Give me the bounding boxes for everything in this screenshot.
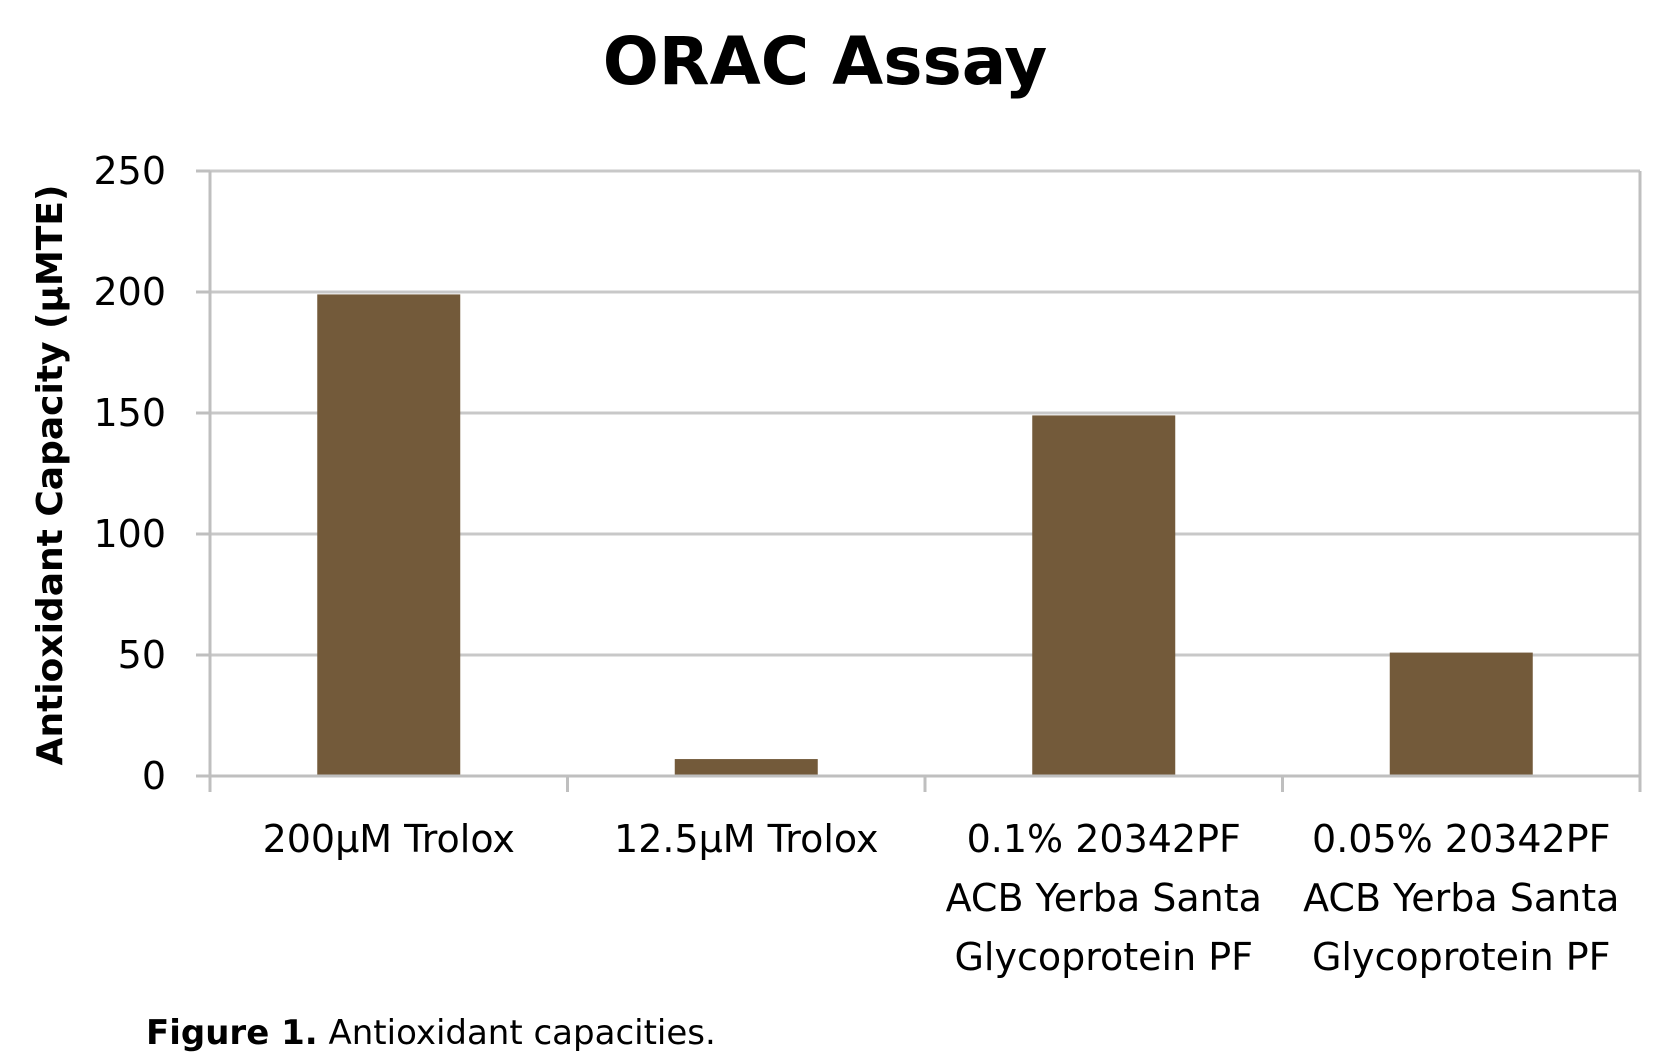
bars [317,294,1533,776]
y-axis-title: Antioxidant Capacity (µMTE) [30,185,71,766]
x-category-label-4: 0.05% 20342PF ACB Yerba Santa Glycoprotein… [1303,817,1619,979]
y-tick-label-200: 200 [93,270,166,314]
bar-4 [1389,652,1533,776]
x-category-label-line: 12.5µM Trolox [614,817,878,861]
x-category-label-line: ACB Yerba Santa [1303,876,1619,920]
bar-3 [1032,415,1176,776]
x-category-label-line: 200µM Trolox [263,817,515,861]
bar-2 [674,759,818,776]
y-tick-label-150: 150 [93,391,166,435]
x-category-label-line: 0.1% 20342PF [967,817,1241,861]
y-tick-label-50: 50 [118,633,166,677]
bar-1 [317,294,461,776]
y-tick-label-100: 100 [93,512,166,556]
tick-labels: 0 50 100 150 200 250 200µM Trolox 12.5µM Trolox… [93,149,1619,979]
y-tick-label-250: 250 [93,149,166,193]
figure-caption: Figure 1. Antioxidant capacities. [146,1013,716,1053]
caption-text: Antioxidant capacities. [317,1013,716,1053]
y-tick-label-0: 0 [142,754,166,798]
x-category-label-line: Glycoprotein PF [954,935,1253,979]
x-category-label-2: 12.5µM Trolox [614,817,878,861]
x-category-label-line: 0.05% 20342PF [1312,817,1610,861]
x-category-label-line: Glycoprotein PF [1312,935,1611,979]
x-category-label-3: 0.1% 20342PF ACB Yerba Santa Glycoprotein … [946,817,1262,979]
x-category-label-1: 200µM Trolox [263,817,515,861]
x-category-label-line: ACB Yerba Santa [946,876,1262,920]
caption-label: Figure 1. [146,1013,318,1053]
chart-title: ORAC Assay [603,23,1048,100]
axes [196,169,1642,792]
